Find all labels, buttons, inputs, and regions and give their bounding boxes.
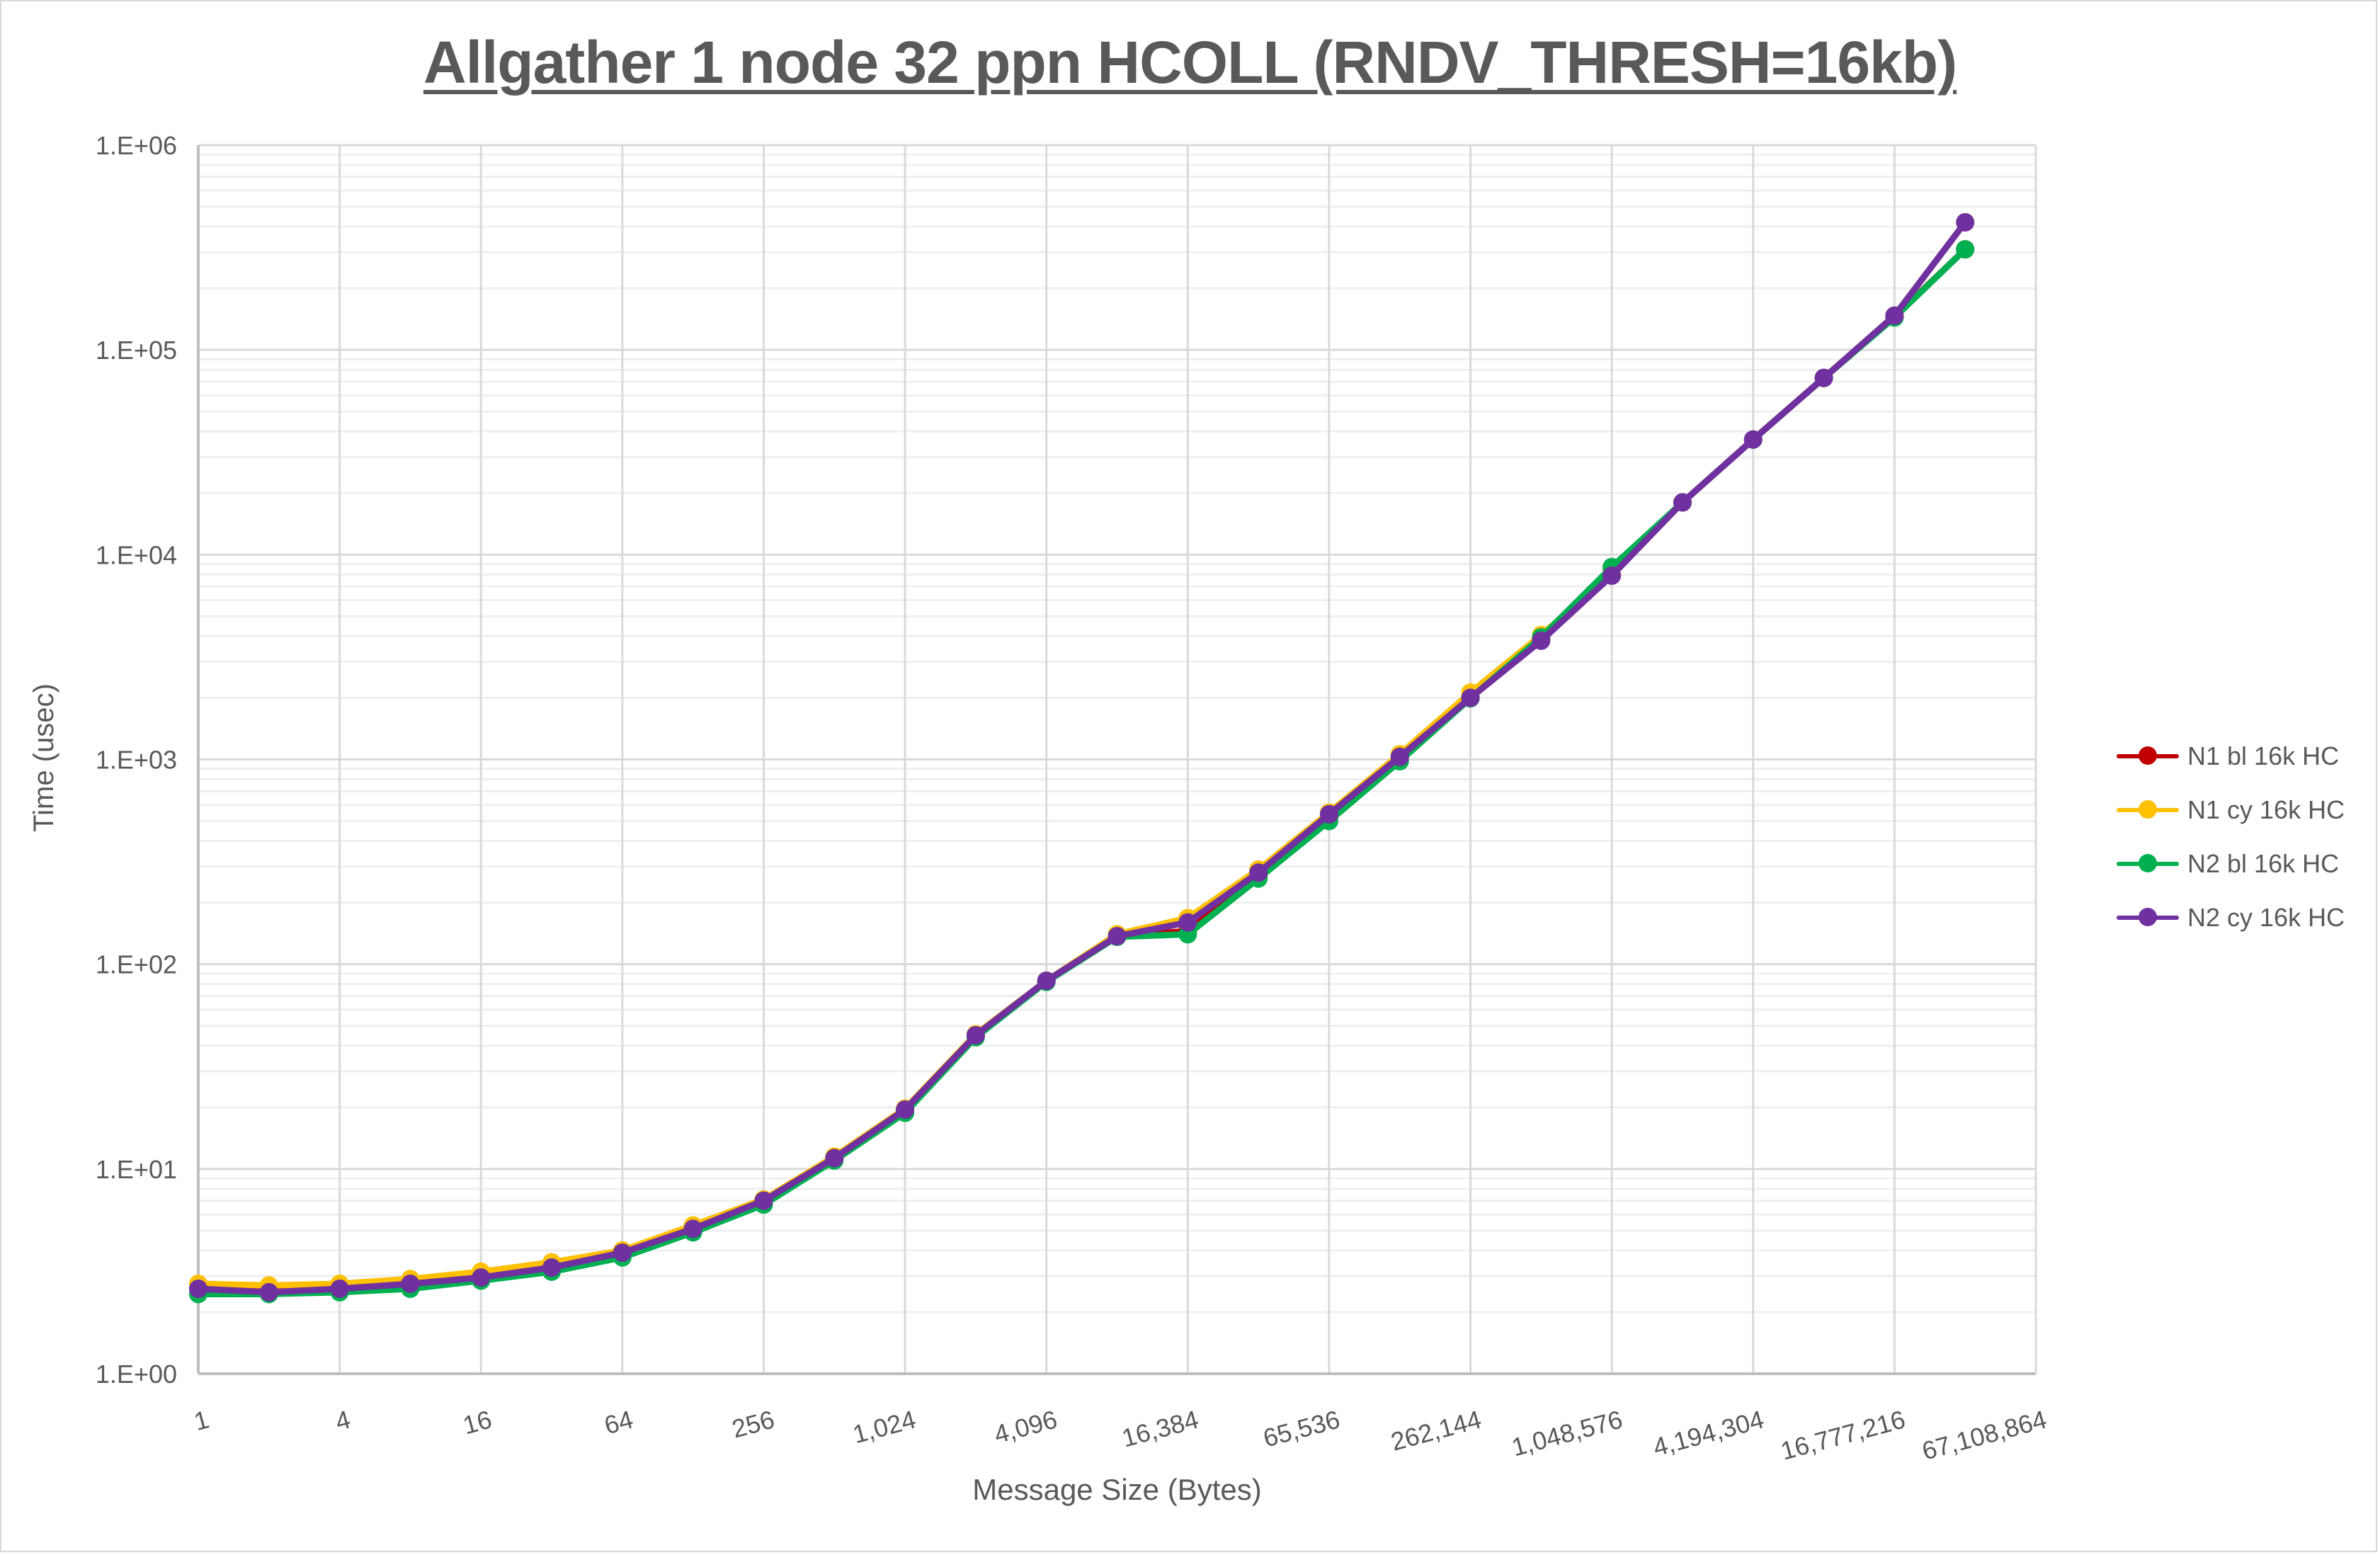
series-n2-cy-16k-hc [189,212,1975,1301]
svg-text:1.E+00: 1.E+00 [96,1360,177,1389]
svg-text:1.E+03: 1.E+03 [96,746,177,775]
svg-text:16: 16 [460,1404,494,1440]
data-point[interactable] [1319,804,1338,824]
svg-text:1.E+06: 1.E+06 [96,131,177,160]
series-n1-bl-16k-hc [189,240,1975,1300]
legend: N1 bl 16k HC N1 cy 16k HC N2 bl 16k HC N… [2114,729,2345,945]
chart-title: Allgather 1 node 32 ppn HCOLL (RNDV_THRE… [423,29,1957,96]
svg-text:67,108,864: 67,108,864 [1919,1404,2050,1465]
legend-label: N2 bl 16k HC [2187,849,2340,878]
data-point[interactable] [1673,493,1692,512]
legend-label: N2 cy 16k HC [2187,903,2345,932]
svg-text:1,048,576: 1,048,576 [1508,1404,1625,1462]
svg-text:4: 4 [332,1404,353,1436]
svg-text:64: 64 [601,1404,636,1440]
data-point[interactable] [189,1280,207,1299]
y-axis-title: Time (usec) [28,683,59,832]
data-point[interactable] [330,1280,349,1299]
x-axis-title: Message Size (Bytes) [972,1473,1262,1506]
y-axis-tick-labels: 1.E+00 1.E+01 1.E+02 1.E+03 1.E+04 1.E+05 1.E+… [96,131,177,1389]
legend-item-n2-cy[interactable]: N2 cy 16k HC [2114,891,2345,945]
data-point[interactable] [259,1282,278,1301]
svg-text:262,144: 262,144 [1388,1404,1484,1456]
data-point[interactable] [825,1149,844,1168]
data-point[interactable] [966,1025,985,1044]
line-marker-icon [2114,907,2182,928]
series-layer [189,212,1975,1304]
data-point[interactable] [1390,747,1409,766]
data-point[interactable] [683,1219,702,1238]
svg-text:65,536: 65,536 [1260,1404,1343,1452]
svg-text:16,777,216: 16,777,216 [1777,1404,1908,1465]
svg-text:4,194,304: 4,194,304 [1650,1404,1767,1462]
minor-gridlines [198,153,2036,1314]
data-point[interactable] [1178,913,1197,932]
svg-text:1.E+04: 1.E+04 [96,540,177,569]
legend-label: N1 cy 16k HC [2187,795,2345,824]
svg-text:1.E+05: 1.E+05 [96,336,177,365]
data-point[interactable] [613,1243,632,1263]
data-point[interactable] [754,1191,773,1210]
data-point[interactable] [1885,306,1904,325]
data-point[interactable] [542,1258,562,1277]
svg-text:1.E+01: 1.E+01 [96,1155,177,1184]
axes [197,145,2037,1375]
svg-text:1,024: 1,024 [850,1404,919,1449]
legend-item-n1-cy[interactable]: N1 cy 16k HC [2114,783,2345,837]
data-point[interactable] [1461,688,1480,707]
line-marker-icon [2114,853,2182,875]
series-n1-cy-16k-hc [189,212,1975,1295]
data-point[interactable] [1956,212,1975,232]
data-point[interactable] [401,1274,420,1293]
data-point[interactable] [1814,368,1833,387]
x-axis-tick-labels: 1 4 16 64 256 1,024 4,096 16,384 65,536 262,144 1,… [190,1404,2049,1465]
data-point[interactable] [1108,927,1127,946]
svg-text:4,096: 4,096 [991,1404,1061,1449]
line-marker-icon [2114,799,2182,821]
data-point[interactable] [1532,631,1551,650]
legend-item-n1-bl[interactable]: N1 bl 16k HC [2114,729,2345,783]
line-marker-icon [2114,746,2182,767]
legend-item-n2-bl[interactable]: N2 bl 16k HC [2114,837,2345,891]
data-point[interactable] [896,1100,915,1119]
svg-text:1: 1 [190,1404,212,1436]
data-point[interactable] [1037,972,1056,991]
data-point[interactable] [1249,863,1268,882]
data-point[interactable] [1743,430,1763,449]
svg-text:16,384: 16,384 [1119,1404,1202,1452]
data-point[interactable] [1956,240,1975,259]
svg-text:1.E+02: 1.E+02 [96,950,177,979]
data-point[interactable] [472,1268,491,1287]
legend-label: N1 bl 16k HC [2187,741,2340,770]
svg-text:256: 256 [729,1404,778,1443]
data-point[interactable] [1602,566,1622,585]
series-n2-bl-16k-hc [189,240,1975,1304]
